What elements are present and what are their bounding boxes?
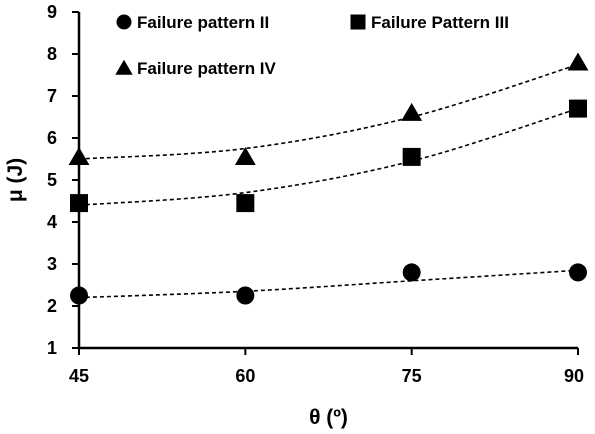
data-point-failure-pattern-ii: [236, 286, 255, 305]
y-tick-label: 2: [47, 296, 57, 316]
x-axis-title: θ (º): [309, 406, 348, 429]
x-tick-group: 45 60 75 90: [69, 348, 584, 386]
trend-line-failure-pattern-ii: [78, 269, 579, 299]
legend-marker-failure-pattern-iii: [350, 14, 366, 30]
data-point-failure-pattern-ii: [402, 263, 421, 282]
legend: Failure pattern II Failure Pattern III Fai…: [115, 13, 509, 78]
data-point-failure-pattern-iii: [402, 147, 421, 166]
y-tick-label: 6: [47, 128, 57, 148]
legend-marker-failure-pattern-iv: [115, 59, 133, 75]
legend-label-failure-pattern-ii: Failure pattern II: [137, 13, 269, 32]
trend-line-group: [78, 63, 579, 299]
data-point-failure-pattern-iv: [68, 147, 90, 165]
x-tick-label: 45: [69, 366, 89, 386]
y-tick-label: 5: [47, 170, 57, 190]
y-tick-label: 7: [47, 86, 57, 106]
y-axis-title: μ (J): [4, 158, 27, 202]
data-point-failure-pattern-iv: [234, 147, 256, 165]
x-tick-label: 75: [402, 366, 422, 386]
data-point-failure-pattern-iii: [569, 99, 587, 118]
data-point-failure-pattern-iv: [567, 52, 589, 71]
y-tick-label: 3: [47, 254, 57, 274]
data-point-failure-pattern-iv: [401, 102, 423, 121]
data-point-failure-pattern-iii: [70, 194, 88, 213]
y-tick-group: 1 2 3 4 5 6 7 8 9: [47, 2, 79, 358]
data-point-failure-pattern-ii: [70, 286, 88, 305]
legend-marker-failure-pattern-ii: [116, 14, 132, 30]
data-point-failure-pattern-ii: [569, 263, 587, 282]
trend-line-failure-pattern-iv: [78, 63, 579, 160]
data-point-failure-pattern-iii: [236, 194, 255, 213]
y-tick-label: 4: [47, 212, 57, 232]
marker-group: [68, 52, 589, 305]
trend-line-failure-pattern-iii: [78, 107, 579, 206]
y-tick-label: 1: [47, 338, 57, 358]
x-tick-label: 90: [564, 366, 584, 386]
x-tick-label: 60: [235, 366, 255, 386]
legend-label-failure-pattern-iii: Failure Pattern III: [371, 13, 509, 32]
y-tick-label: 9: [47, 2, 57, 22]
y-tick-label: 8: [47, 44, 57, 64]
legend-label-failure-pattern-iv: Failure pattern IV: [137, 59, 277, 78]
